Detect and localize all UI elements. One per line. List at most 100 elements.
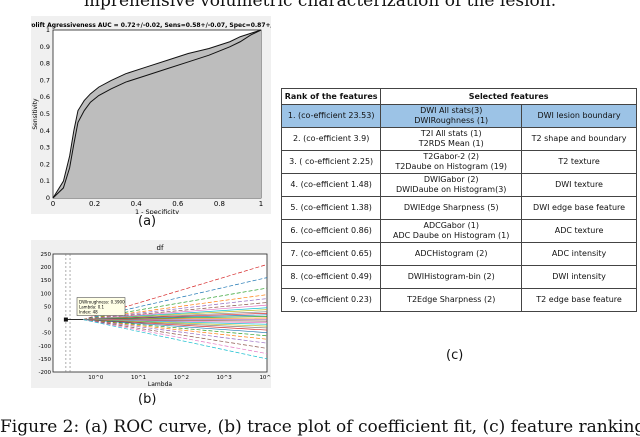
trace-x-tick: 10^4 [259, 375, 271, 381]
figure-caption: Figure 2: (a) ROC curve, (b) trace plot … [0, 417, 640, 437]
roc-y-tick: 0.8 [40, 60, 50, 68]
table-row: 1. (co-efficient 23.53) DWI All stats(3) D… [280, 104, 637, 128]
feature-ranking-figure: Rank of the features Selected features 1… [280, 88, 639, 312]
table-row: 8. (co-efficient 0.49) DWIHistogram-bin (… [280, 265, 637, 289]
roc-area-fill [53, 30, 261, 198]
trace-y-tick: -100 [39, 344, 52, 350]
table-row: 4. (co-efficient 1.48) DWIGabor (2) DWIDau… [280, 173, 637, 197]
rank-cell: 8. (co-efficient 0.49) [280, 265, 382, 289]
trace-annotation-box [76, 297, 126, 316]
roc-chart: Prolift Agressiveness AUC = 0.72+/-0.02,… [31, 22, 271, 214]
roc-y-tick: 0.6 [40, 93, 50, 101]
table-row: 6. (co-efficient 0.86) ADCGabor (1) ADC Da… [280, 219, 637, 243]
panel-label-b: (b) [138, 392, 157, 407]
roc-x-tick: 1 [259, 200, 263, 208]
trace-series-24 [82, 319, 268, 344]
panel-label-a: (a) [138, 214, 157, 229]
rank-cell: 7. (co-efficient 0.65) [280, 242, 382, 266]
header-rank: Rank of the features [280, 88, 382, 105]
feature-ranking-table: Rank of the features Selected features 1… [280, 88, 637, 312]
selected-features-cell: T2I All stats (1) T2RDS Mean (1) [380, 127, 523, 151]
trace-series-21 [82, 319, 268, 334]
table-row: 9. (co-efficient 0.23) T2Edge Sharpness (… [280, 288, 637, 312]
rank-cell: 2. (co-efficient 3.9) [280, 127, 382, 151]
trace-series-27 [82, 319, 268, 360]
table-header-row: Rank of the features Selected features [280, 88, 637, 105]
selected-features-cell: ADCHistogram (2) [380, 242, 523, 266]
roc-x-tick: 0.4 [131, 200, 143, 208]
selected-features-cell: DWIEdge Sharpness (5) [380, 196, 523, 220]
feature-category-cell: DWI edge base feature [521, 196, 637, 220]
selected-features-cell: DWI All stats(3) DWIRoughness (1) [380, 104, 523, 128]
roc-x-tick: 0.8 [214, 200, 225, 208]
trace-annotation-line: DWIroughness: 0.3900 [79, 300, 125, 305]
roc-y-tick: 0.5 [40, 110, 50, 118]
trace-series-25 [82, 319, 268, 349]
rank-cell: 3. ( co-efficient 2.25) [280, 150, 382, 174]
feature-category-cell: ADC intensity [521, 242, 637, 266]
trace-x-tick: 10^3 [217, 375, 233, 381]
trace-series-5 [82, 302, 268, 320]
panel-label-c: (c) [446, 348, 464, 363]
roc-series-0 [52, 29, 262, 199]
roc-x-tick: 0.6 [172, 200, 184, 208]
feature-category-cell: DWI intensity [521, 265, 637, 289]
roc-x-tick: 0.2 [89, 200, 100, 208]
roc-y-tick: 1 [46, 26, 50, 34]
roc-y-tick: 0 [46, 194, 50, 202]
trace-series-23 [82, 319, 268, 340]
table-row: 2. (co-efficient 3.9) T2I All stats (1) T2… [280, 127, 637, 151]
roc-curve-figure: Prolift Agressiveness AUC = 0.72+/-0.02,… [31, 16, 271, 214]
trace-x-tick: 10^2 [174, 375, 189, 381]
selected-features-cell: DWIGabor (2) DWIDaube on Histogram(3) [380, 173, 523, 197]
top-text-fragment: mprehensive volumetric characterization … [83, 0, 557, 11]
feature-category-cell: T2 texture [521, 150, 637, 174]
feature-category-cell: DWI texture [521, 173, 637, 197]
roc-y-tick: 0.3 [40, 144, 50, 152]
roc-x-tick: 0 [51, 200, 55, 208]
trace-series-20 [82, 319, 268, 331]
roc-title: Prolift Agressiveness AUC = 0.72+/-0.02,… [31, 22, 271, 29]
rank-cell: 6. (co-efficient 0.86) [280, 219, 382, 243]
trace-annotation-line: Lambda: 0.1 [79, 305, 105, 310]
trace-series-22 [82, 319, 268, 337]
trace-series-26 [82, 319, 268, 354]
roc-y-tick: 0.2 [40, 160, 50, 168]
table-row: 7. (co-efficient 0.65) ADCHistogram (2) AD… [280, 242, 637, 266]
trace-title: df [157, 244, 164, 252]
roc-y-tick: 0.7 [40, 76, 50, 84]
trace-marker [63, 317, 68, 322]
trace-x-tick: 10^0 [88, 375, 104, 381]
trace-y-tick: 250 [41, 252, 52, 258]
roc-series-1 [52, 29, 262, 199]
trace-series-6 [82, 304, 268, 320]
rank-cell: 4. (co-efficient 1.48) [280, 173, 382, 197]
trace-y-tick: -50 [42, 331, 51, 337]
trace-series-4 [82, 298, 268, 320]
roc-y-tick: 0.1 [40, 177, 50, 185]
trace-x-tick: 10^1 [131, 375, 146, 381]
table-row: 5. (co-efficient 1.38) DWIEdge Sharpness … [280, 196, 637, 220]
trace-y-tick: 50 [44, 304, 51, 310]
table-row: 3. ( co-efficient 2.25) T2Gabor-2 (2) T2Da… [280, 150, 637, 174]
trace-y-tick: -200 [39, 370, 52, 376]
trace-y-tick: 150 [41, 278, 52, 284]
feature-category-cell: T2 shape and boundary [521, 127, 637, 151]
trace-plot-figure: df DWIroughness: 0.3900 Lambda: 0.1 Index: … [31, 240, 271, 388]
selected-features-cell: DWIHistogram-bin (2) [380, 265, 523, 289]
roc-y-tick: 0.9 [40, 43, 50, 51]
feature-category-cell: DWI lesion boundary [521, 104, 637, 128]
trace-y-tick: 200 [41, 265, 52, 271]
trace-annotation-line: Index: 48 [79, 310, 98, 315]
selected-features-cell: T2Gabor-2 (2) T2Daube on Histogram (19) [380, 150, 523, 174]
feature-category-cell: ADC texture [521, 219, 637, 243]
trace-y-tick: 0 [48, 318, 52, 324]
feature-category-cell: T2 edge base feature [521, 288, 637, 312]
rank-cell: 1. (co-efficient 23.53) [280, 104, 382, 128]
trace-x-label: Lambda [148, 381, 172, 388]
roc-y-label: Sensitivity [32, 98, 39, 130]
roc-x-label: 1 - Specificity [135, 208, 179, 214]
header-selected-features: Selected features [380, 88, 637, 105]
roc-y-tick: 0.4 [40, 127, 50, 135]
